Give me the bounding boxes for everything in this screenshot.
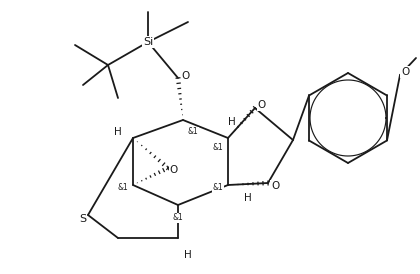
Text: &1: &1 <box>188 127 198 136</box>
Text: H: H <box>244 193 252 203</box>
Text: &1: &1 <box>173 213 184 222</box>
Text: Si: Si <box>143 37 153 47</box>
Text: O: O <box>271 181 279 191</box>
Text: O: O <box>258 100 266 110</box>
Text: O: O <box>182 71 190 81</box>
Text: O: O <box>401 67 409 77</box>
Text: H: H <box>114 127 122 137</box>
Text: S: S <box>79 214 87 224</box>
Text: &1: &1 <box>213 144 223 153</box>
Text: H: H <box>184 250 192 260</box>
Text: H: H <box>228 117 236 127</box>
Text: &1: &1 <box>118 184 129 193</box>
Text: O: O <box>170 165 178 175</box>
Text: &1: &1 <box>213 184 223 193</box>
